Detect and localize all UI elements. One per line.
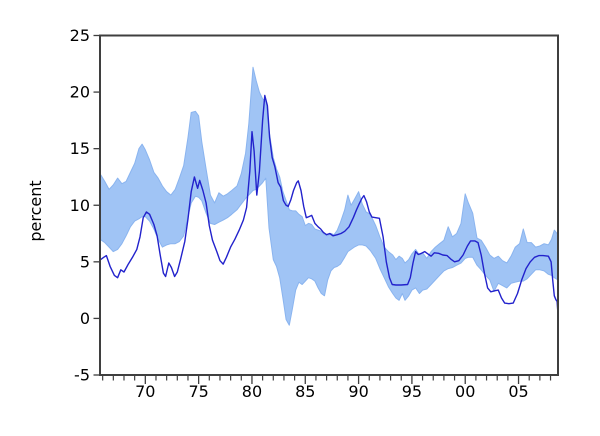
x-tick-label: 90 bbox=[348, 382, 368, 401]
y-tick-label: 15 bbox=[70, 139, 90, 158]
y-tick-label: 20 bbox=[70, 83, 90, 102]
y-tick-label: 5 bbox=[80, 252, 90, 271]
y-tick-label: 10 bbox=[70, 196, 90, 215]
x-tick-label: 80 bbox=[242, 382, 262, 401]
y-axis-title: percent bbox=[26, 180, 45, 241]
x-tick-label: 00 bbox=[455, 382, 475, 401]
band-area bbox=[100, 66, 558, 326]
y-tick-label: 0 bbox=[80, 309, 90, 328]
x-tick-label: 85 bbox=[295, 382, 315, 401]
x-tick-label: 05 bbox=[508, 382, 528, 401]
plot-frame bbox=[99, 34, 559, 376]
x-tick-label: 75 bbox=[188, 382, 208, 401]
series-line bbox=[100, 94, 558, 316]
data-line bbox=[100, 94, 558, 316]
y-tick-label: 25 bbox=[70, 26, 90, 45]
x-axis: 70 75 80 85 90 95 00 05 bbox=[102, 376, 552, 401]
x-tick-label: 95 bbox=[402, 382, 422, 401]
y-tick-label: -5 bbox=[74, 366, 90, 385]
y-axis: -5 0 5 10 15 20 25 bbox=[70, 26, 100, 385]
uncertainty-band bbox=[100, 66, 558, 326]
x-tick-label: 70 bbox=[135, 382, 155, 401]
